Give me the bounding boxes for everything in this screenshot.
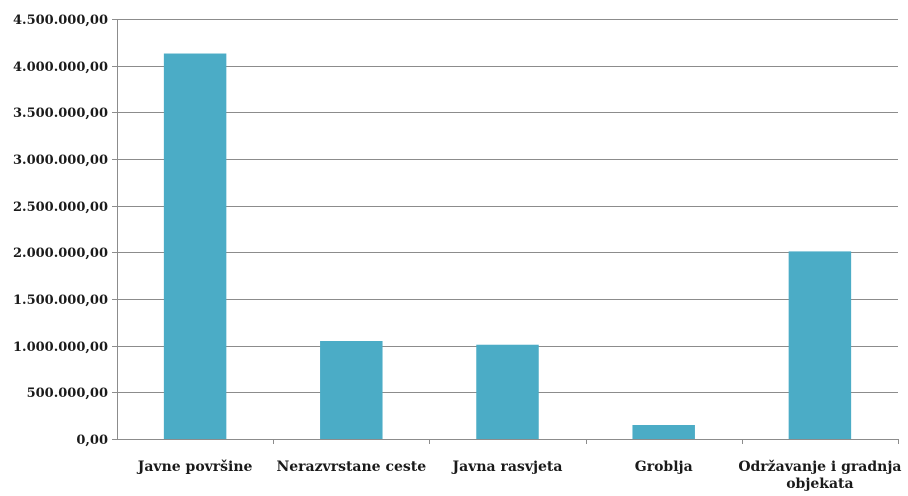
y-tick-label: 3.500.000,00: [13, 106, 108, 121]
bar: [320, 341, 383, 439]
x-category-labels: Javne površine Nerazvrstane ceste Javna ra…: [136, 459, 902, 492]
gridlines: [117, 19, 898, 393]
y-tick-label: 1.500.000,00: [13, 293, 108, 308]
x-category-label: Groblja: [635, 459, 693, 475]
y-tick-label: 4.000.000,00: [13, 60, 108, 75]
y-tick-label: 2.500.000,00: [13, 200, 108, 215]
y-tick-label: 500.000,00: [27, 386, 108, 401]
bar: [632, 425, 695, 439]
y-tick-label: 3.000.000,00: [13, 153, 108, 168]
axes: [112, 19, 899, 444]
bar: [788, 251, 852, 439]
y-tick-label: 0,00: [76, 433, 108, 448]
y-tick-label: 4.500.000,00: [13, 13, 108, 28]
bars: [163, 53, 852, 440]
x-category-label: Javna rasvjeta: [451, 459, 563, 475]
y-tick-labels: 0,00 500.000,00 1.000.000,00 1.500.000,00 2.…: [13, 13, 108, 448]
bar: [476, 344, 539, 439]
x-category-label: Održavanje i gradnja objekata: [738, 459, 901, 492]
y-tick-label: 1.000.000,00: [13, 340, 108, 355]
y-tick-label: 2.000.000,00: [13, 246, 108, 261]
bar: [163, 53, 227, 440]
x-category-label: Nerazvrstane ceste: [276, 459, 426, 475]
x-category-label: Javne površine: [136, 459, 253, 475]
